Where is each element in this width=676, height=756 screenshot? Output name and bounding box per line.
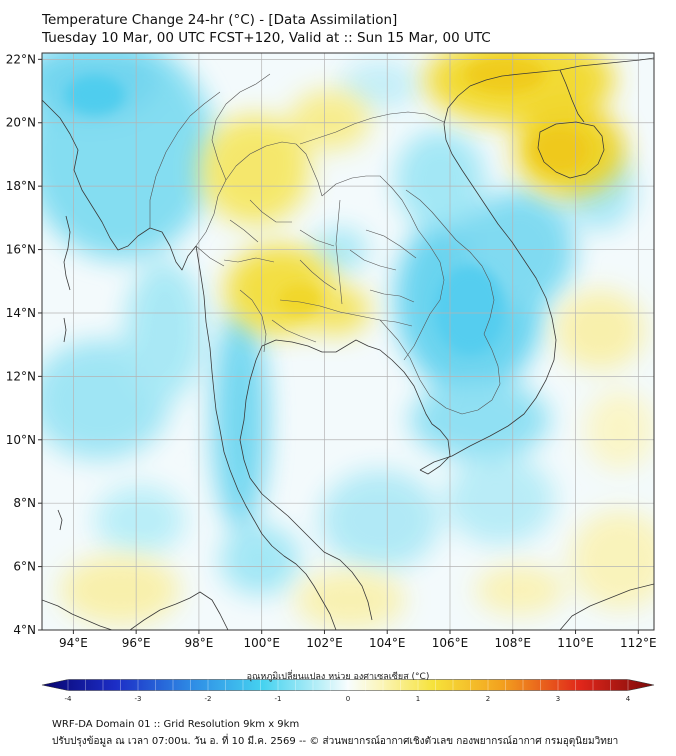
footer-update-info: ปรับปรุงข้อมูล ณ เวลา 07:00น. วัน อ. ที่… <box>52 736 619 747</box>
map-subtitle: Tuesday 10 Mar, 00 UTC FCST+120, Valid a… <box>42 30 491 46</box>
lon-tick-label: 100°E <box>243 636 280 650</box>
lon-tick-label: 94°E <box>59 636 88 650</box>
lon-tick-label: 104°E <box>369 636 406 650</box>
map-frame <box>41 52 655 631</box>
coastlines <box>42 57 654 630</box>
lat-tick-label: 10°N <box>6 433 36 447</box>
colorbar-tick-label: 1 <box>416 695 420 703</box>
lon-tick-label: 112°E <box>620 636 657 650</box>
province-borders <box>149 73 501 415</box>
longitude-ticks: 94°E 96°E 98°E 100°E 102°E 104°E 106°E 108°E 110… <box>59 630 657 650</box>
lat-tick-label: 6°N <box>13 560 36 574</box>
lat-tick-label: 14°N <box>6 306 36 320</box>
temperature-change-field <box>42 53 654 630</box>
lon-tick-label: 108°E <box>495 636 532 650</box>
lon-tick-label: 96°E <box>122 636 151 650</box>
lat-tick-label: 22°N <box>6 52 36 66</box>
lat-tick-label: 12°N <box>6 369 36 383</box>
latitude-ticks: 22°N 20°N 18°N 16°N 14°N 12°N 10°N 8°N 6°N 4°N <box>6 52 42 637</box>
footer-domain-info: WRF-DA Domain 01 :: Grid Resolution 9km … <box>52 719 300 730</box>
lat-tick-label: 18°N <box>6 179 36 193</box>
lat-tick-label: 8°N <box>13 496 36 510</box>
colorbar-tick-label: -4 <box>65 695 73 703</box>
lon-tick-label: 98°E <box>184 636 213 650</box>
map-title: Temperature Change 24-hr (°C) - [Data As… <box>42 12 398 28</box>
colorbar-tick-label: 3 <box>556 695 560 703</box>
lat-tick-label: 4°N <box>13 623 36 637</box>
colorbar-tick-label: -2 <box>205 695 212 703</box>
lat-tick-label: 20°N <box>6 116 36 130</box>
lon-tick-label: 106°E <box>432 636 469 650</box>
lon-tick-label: 102°E <box>306 636 343 650</box>
colorbar-tick-label: -1 <box>275 695 282 703</box>
colorbar-tick-label: 2 <box>486 695 490 703</box>
colorbar-title: อุณหภูมิเปลี่ยนแปลง หน่วย องศาเซลเซียส (… <box>246 672 430 682</box>
colorbar-tick-label: 0 <box>346 695 350 703</box>
colorbar-tick-label: -3 <box>135 695 142 703</box>
colorbar-ticks: -4 -3 -2 -1 0 1 2 3 4 <box>65 679 631 703</box>
lon-tick-label: 110°E <box>557 636 594 650</box>
colorbar-tick-label: 4 <box>626 695 631 703</box>
lat-tick-label: 16°N <box>6 243 36 257</box>
